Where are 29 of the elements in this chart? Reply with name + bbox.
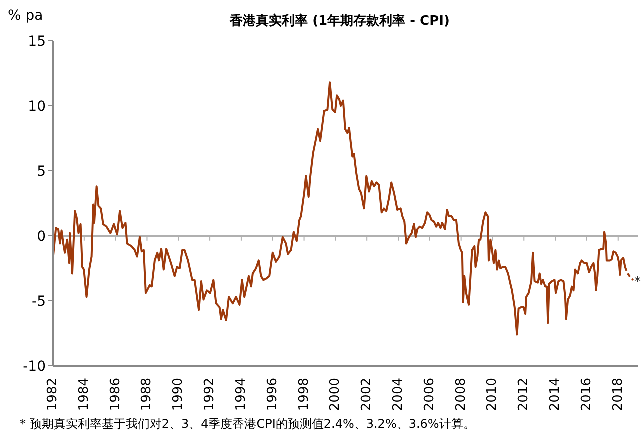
x-tick-label: 2018 [610,378,626,412]
x-tick-label: 2004 [391,378,406,412]
x-tick-label: 2000 [328,378,344,412]
text: * 预期真实利率基于我们对2、3、4季度香港CPI的预测值2.4%、3.2%、3.6%计算。 [20,416,476,433]
y-tick-label: 5 [37,164,46,180]
y-tick-label: 0 [37,228,46,245]
x-tick-label: 2012 [516,378,532,412]
x-tick-label: 1994 [234,378,249,412]
y-tick-label: -10 [23,358,46,375]
x-tick-label: 1988 [140,378,155,412]
x-tick-label: 1990 [171,378,186,412]
annotation: * [634,275,641,290]
x-tick-label: 1998 [296,378,312,412]
x-tick-label: 2002 [360,378,375,412]
y-axis-title: % pa [8,8,44,24]
chart-title: 香港真实利率 (1年期存款利率 - CPI) [229,12,451,30]
x-tick-label: 1984 [76,378,92,412]
x-tick-label: 2010 [485,378,500,412]
x-tick-label: 1982 [46,378,60,412]
x-tick-label: 2016 [579,378,594,412]
y-tick-label: -5 [32,294,46,310]
y-tick-label: 15 [28,34,46,50]
y-tick-label: 10 [28,98,46,115]
x-tick-label: 1996 [265,378,280,412]
x-tick-label: 2014 [548,378,564,412]
x-tick-label: 2006 [422,378,438,412]
x-tick-label: 1986 [108,378,124,412]
x-tick-label: 1992 [202,378,218,412]
x-tick-label: 2008 [454,378,469,412]
